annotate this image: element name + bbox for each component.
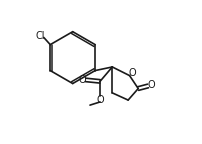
Text: O: O — [96, 95, 103, 105]
Text: O: O — [147, 80, 154, 90]
Text: O: O — [128, 68, 136, 78]
Text: Cl: Cl — [35, 31, 45, 41]
Text: O: O — [78, 75, 86, 85]
